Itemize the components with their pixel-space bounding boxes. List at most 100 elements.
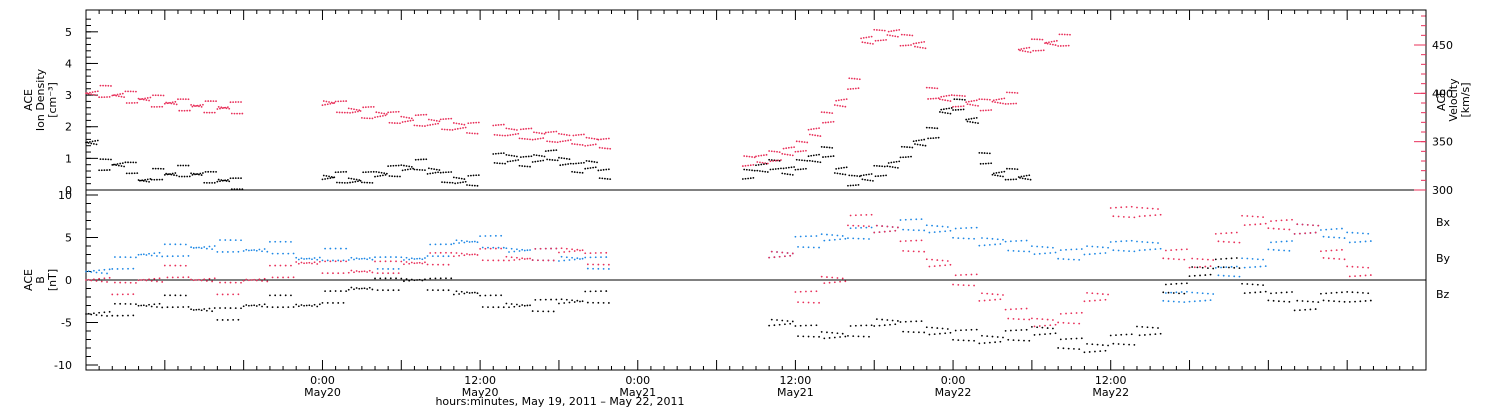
bx-point — [114, 302, 116, 305]
bz-point — [487, 259, 489, 262]
bx-point — [828, 337, 831, 339]
bx-point — [952, 338, 954, 341]
by-point — [271, 252, 274, 255]
density-point — [858, 175, 861, 178]
bz-point — [550, 247, 552, 250]
by-point — [269, 240, 271, 243]
velocity-point — [395, 110, 397, 113]
bx-point — [1325, 292, 1328, 295]
bz-point — [1028, 318, 1031, 321]
density-point — [476, 184, 479, 187]
bz-point — [316, 263, 319, 265]
density-point — [384, 174, 387, 176]
by-point — [376, 267, 379, 270]
y-right-tick-label: 300 — [1432, 184, 1453, 197]
bz-point — [896, 226, 899, 229]
density-point — [387, 165, 390, 168]
bz-point — [1225, 232, 1228, 235]
by-point — [1367, 232, 1370, 235]
by-point — [981, 237, 983, 239]
bz-point — [831, 276, 834, 279]
velocity-point — [393, 122, 396, 124]
density-point — [829, 155, 832, 158]
velocity-point — [928, 86, 931, 89]
by-point — [98, 269, 101, 272]
bx-point — [531, 310, 534, 312]
bx-point — [92, 312, 95, 315]
density-point — [550, 149, 552, 152]
density-point — [936, 127, 939, 130]
density-point — [589, 167, 592, 169]
by-point — [847, 237, 849, 240]
bx-point — [1122, 343, 1125, 346]
by-point — [986, 237, 989, 240]
density-point — [516, 155, 518, 158]
velocity-point — [559, 140, 562, 143]
bz-point — [353, 271, 355, 274]
density-point — [514, 159, 517, 162]
bx-point — [177, 306, 179, 309]
bz-point — [571, 248, 573, 251]
bz-point — [426, 263, 429, 266]
velocity-point — [1046, 42, 1049, 45]
by-point — [860, 226, 862, 229]
bz-point — [1112, 215, 1115, 218]
by-point — [941, 225, 944, 228]
bx-point — [1280, 291, 1283, 294]
density-point — [808, 159, 811, 162]
density-point — [555, 149, 558, 152]
bx-point — [195, 308, 198, 311]
velocity-point — [471, 132, 474, 135]
by-point — [568, 259, 571, 261]
density-point — [949, 112, 952, 115]
by-point — [818, 246, 820, 249]
by-point — [518, 250, 521, 252]
bz-point — [1170, 249, 1173, 252]
velocity-point — [401, 121, 404, 123]
velocity-point — [593, 137, 596, 140]
bz-point — [1036, 317, 1039, 320]
by-point — [1235, 265, 1238, 268]
velocity-point — [392, 111, 395, 113]
bz-point — [981, 292, 983, 295]
bx-point — [408, 279, 411, 282]
velocity-point — [886, 34, 889, 36]
by-point — [1070, 248, 1073, 251]
bz-point — [1348, 275, 1351, 278]
density-point — [784, 172, 786, 175]
density-point — [870, 173, 873, 175]
velocity-point — [325, 100, 328, 103]
by-point — [1346, 231, 1349, 234]
velocity-point — [764, 162, 767, 165]
density-point — [133, 172, 136, 175]
bx-point — [219, 307, 221, 309]
velocity-point — [502, 123, 505, 126]
by-point — [463, 241, 466, 244]
by-point — [605, 256, 608, 258]
bz-point — [1217, 240, 1220, 243]
density-point — [914, 143, 916, 145]
density-point — [878, 165, 881, 167]
velocity-point — [787, 146, 790, 149]
density-point — [558, 156, 560, 159]
bx-point — [1320, 292, 1322, 295]
velocity-point — [142, 98, 145, 101]
bz-point — [949, 263, 952, 266]
by-point — [284, 240, 287, 243]
bx-point — [1230, 257, 1233, 260]
bx-point — [127, 314, 129, 317]
by-point — [594, 256, 597, 259]
bz-point — [368, 269, 371, 272]
density-point — [769, 168, 772, 171]
density-point — [786, 173, 789, 176]
density-point — [181, 175, 183, 178]
bz-point — [862, 225, 865, 227]
by-point — [1002, 238, 1004, 241]
legend-label: By — [1436, 252, 1451, 265]
by-point — [1012, 249, 1015, 252]
by-point — [1122, 249, 1125, 252]
velocity-point — [350, 107, 353, 110]
velocity-point — [588, 137, 591, 139]
bz-point — [1059, 312, 1062, 315]
by-point — [1057, 257, 1060, 260]
